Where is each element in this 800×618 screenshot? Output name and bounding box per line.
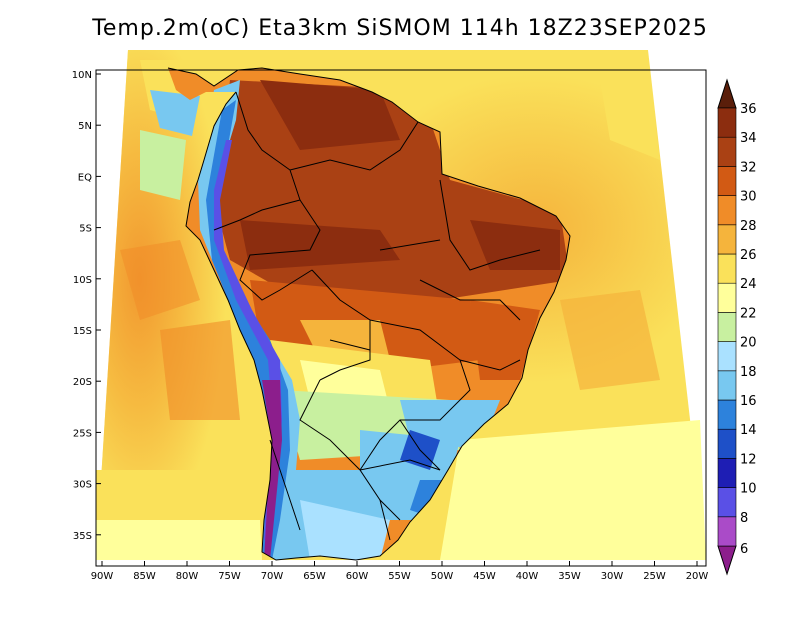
lat-label: EQ [78, 172, 92, 183]
colorbar-cell [717, 458, 737, 488]
lat-label: 35S [73, 531, 92, 542]
lat-label: 30S [73, 480, 92, 491]
colorbar-label: 22 [740, 306, 757, 321]
colorbar-cell [717, 195, 737, 226]
colorbar-label: 10 [740, 482, 757, 497]
colorbar-label: 6 [740, 542, 748, 557]
colorbar-cell [717, 282, 737, 313]
colorbar-label: 32 [740, 160, 757, 175]
colorbar-cell [717, 312, 737, 342]
colorbar-label: 34 [740, 131, 757, 146]
colorbar-label: 20 [740, 336, 757, 351]
colorbar-label: 26 [740, 248, 757, 263]
lon-label: 20W [686, 571, 709, 582]
lat-label: 25S [73, 428, 92, 439]
map-title: Temp.2m(oC) Eta3km SiSMOM 114h 18Z23SEP2… [92, 16, 708, 41]
lon-label: 60W [346, 571, 369, 582]
lat-label: 20S [73, 377, 92, 388]
longitude-axis: 90W 85W 80W 75W 70W 65W 60W 55W 50W 45W 40W 35W 30W 2… [91, 561, 709, 582]
lon-label: 35W [558, 571, 581, 582]
lon-label: 30W [601, 571, 624, 582]
lat-label: 10N [72, 70, 92, 81]
lon-label: 70W [261, 571, 284, 582]
lon-label: 65W [303, 571, 326, 582]
colorbar-min-triangle [717, 545, 737, 576]
colorbar-cell [717, 341, 737, 372]
colorbar-label: 18 [740, 365, 757, 380]
map-frame [95, 69, 707, 567]
land-field [168, 68, 570, 560]
colorbar-cell [717, 107, 737, 138]
colorbar: 6 8 10 12 14 16 18 20 22 24 26 28 30 32 34 36 [717, 78, 757, 576]
colorbar-label: 36 [740, 102, 757, 117]
colorbar-cell [717, 487, 737, 518]
lon-label: 85W [133, 571, 156, 582]
lon-label: 80W [176, 571, 199, 582]
borders [167, 67, 571, 561]
colorbar-cell [717, 428, 737, 459]
colorbar-label: 16 [740, 394, 757, 409]
lon-label: 45W [473, 571, 496, 582]
lat-label: 5N [78, 121, 92, 132]
lat-label: 5S [79, 224, 92, 235]
lon-label: 40W [516, 571, 539, 582]
colorbar-label: 12 [740, 452, 757, 467]
lon-label: 55W [388, 571, 411, 582]
colorbar-label: 30 [740, 190, 757, 205]
colorbar-cell [717, 166, 737, 196]
lon-label: 25W [643, 571, 666, 582]
latitude-axis: 10N 5N EQ 5S 10S 15S 20S 25S 30S 35S [72, 70, 101, 542]
colorbar-max-triangle [717, 78, 737, 109]
colorbar-cell [717, 516, 737, 547]
lon-label: 90W [91, 571, 114, 582]
lon-label: 50W [431, 571, 454, 582]
colorbar-cell [717, 224, 737, 255]
colorbar-label: 8 [740, 511, 748, 526]
colorbar-cell [717, 399, 737, 430]
colorbar-label: 14 [740, 423, 757, 438]
lat-label: 10S [73, 275, 92, 286]
colorbar-label: 24 [740, 277, 757, 292]
colorbar-cell [717, 370, 737, 401]
lat-label: 15S [73, 326, 92, 337]
colorbar-cell [717, 136, 737, 167]
lon-label: 75W [218, 571, 241, 582]
colorbar-cell [717, 253, 737, 284]
colorbar-label: 28 [740, 219, 757, 234]
